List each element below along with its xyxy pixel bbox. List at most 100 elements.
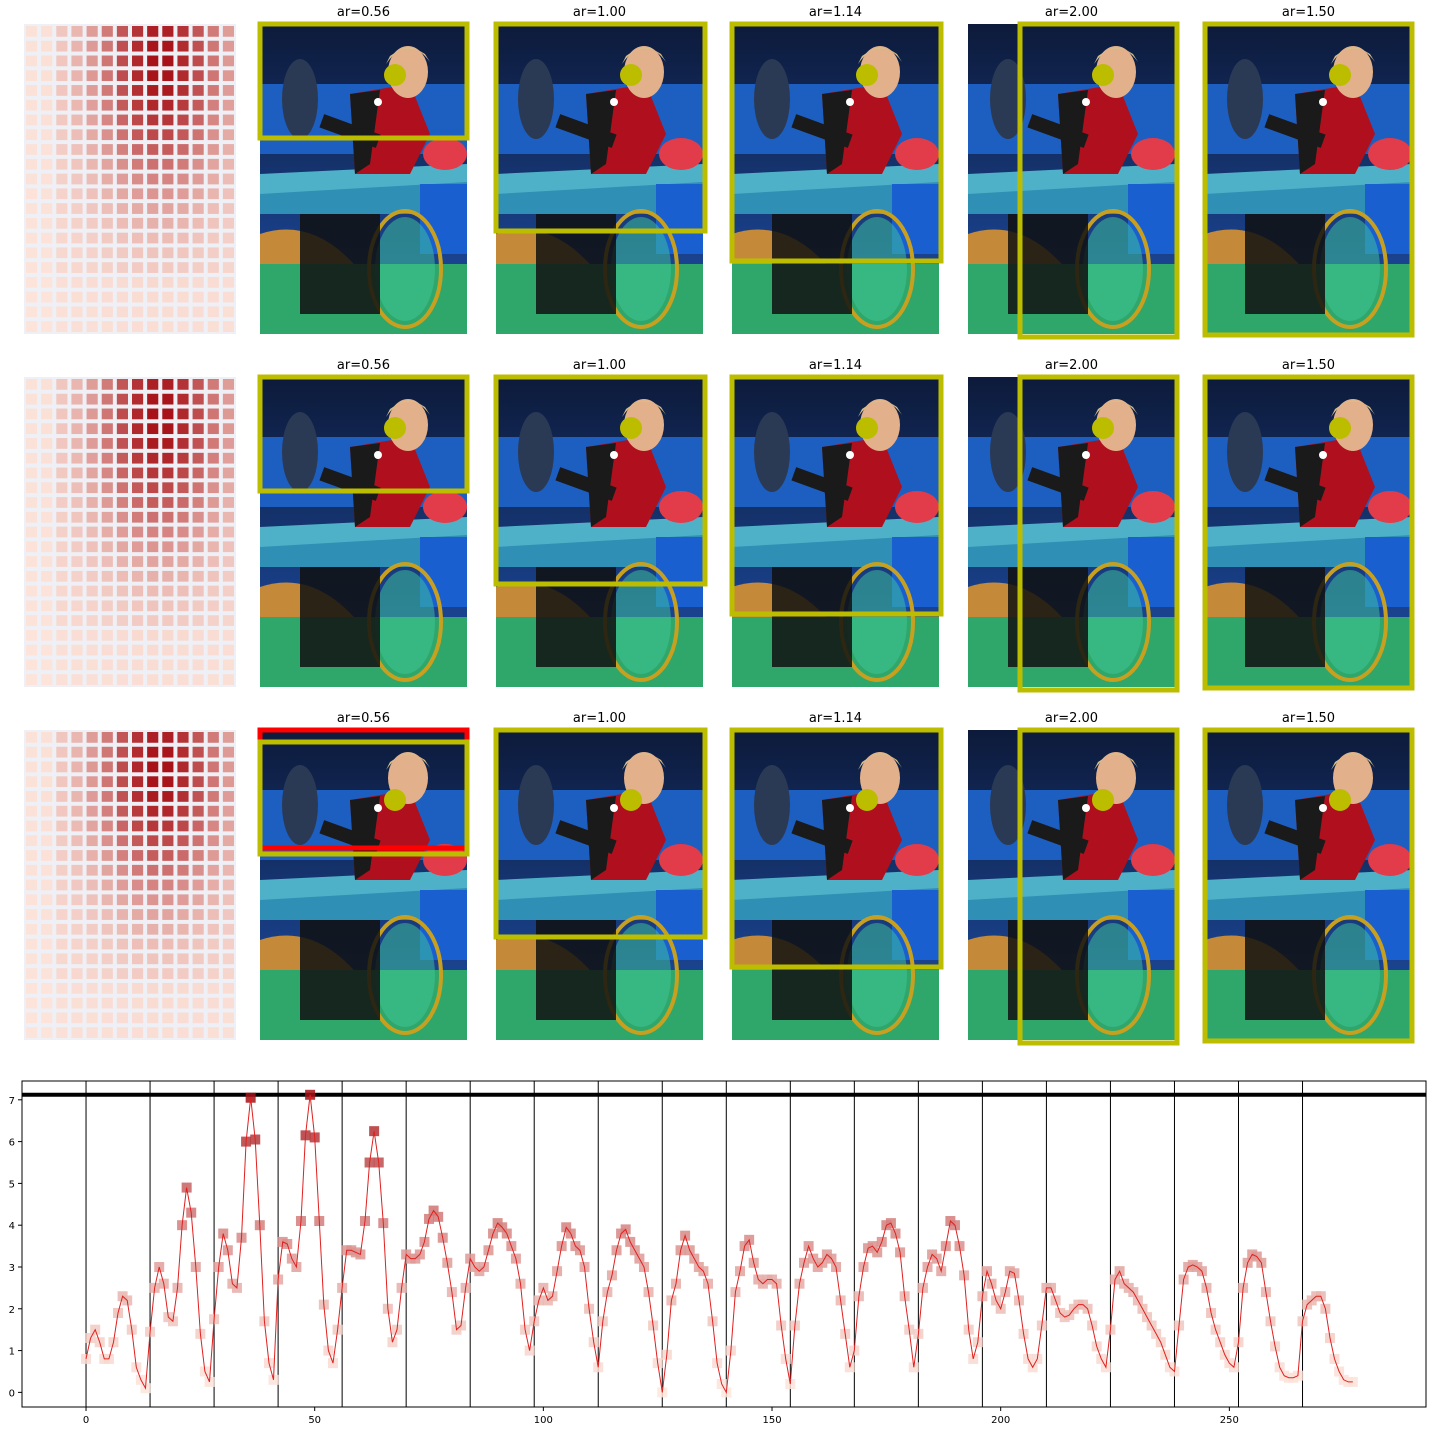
heatmap-cell xyxy=(86,600,98,612)
heatmap-cell xyxy=(162,600,174,612)
yellow-bbox xyxy=(493,374,708,587)
heatmap-cell xyxy=(222,55,234,67)
heatmap-cell xyxy=(116,467,128,479)
heatmap-cell xyxy=(101,674,113,685)
heatmap-cell xyxy=(222,144,234,155)
photo-svg xyxy=(968,377,1175,687)
heatmap-cell xyxy=(101,585,113,597)
heatmap-cell xyxy=(41,262,53,273)
heatmap-cell xyxy=(222,276,234,288)
heatmap-cell xyxy=(192,262,204,273)
score-chart-svg: 0 50 100 150 200 250 0 1 2 3 4 5 6 7 xyxy=(9,1080,1427,1426)
y-tick-label: 3 xyxy=(9,1263,15,1274)
heatmap-cell xyxy=(147,938,159,950)
heatmap-cell xyxy=(222,776,234,788)
heatmap-cell xyxy=(177,276,189,288)
heatmap-cell xyxy=(86,997,98,1009)
heatmap-cell xyxy=(222,467,234,479)
heatmap-cell xyxy=(132,850,144,861)
heatmap-cell xyxy=(116,953,128,965)
heatmap-cell xyxy=(56,99,68,111)
heatmap-cell xyxy=(162,805,174,817)
heatmap-cell xyxy=(101,144,113,155)
yellow-bbox xyxy=(1017,374,1180,693)
heatmap-cell xyxy=(192,497,204,508)
yellow-bbox xyxy=(257,374,470,494)
photo-svg xyxy=(496,377,703,687)
heatmap-cell xyxy=(101,968,113,979)
heatmap-cell xyxy=(162,232,174,244)
heatmap-cell xyxy=(86,746,98,758)
heatmap-cell xyxy=(26,452,38,464)
heatmap-cell xyxy=(162,203,174,214)
heatmap-cell xyxy=(192,982,204,994)
heatmap-cell xyxy=(101,497,113,508)
heatmap-cell xyxy=(147,262,159,273)
heatmap-cell xyxy=(86,1027,98,1038)
heatmap-cell xyxy=(162,158,174,170)
heatmap-cell xyxy=(41,570,53,582)
heatmap-cell xyxy=(207,629,219,641)
heatmap-cell xyxy=(71,511,83,523)
heatmap-cell xyxy=(71,864,83,876)
heatmap-cell xyxy=(132,379,144,390)
heatmap-cell xyxy=(132,247,144,259)
heatmap-cell xyxy=(192,600,204,612)
yellow-bbox xyxy=(493,727,708,940)
heatmap-cell xyxy=(192,188,204,200)
heatmap-svg xyxy=(26,26,234,332)
heatmap-cell xyxy=(116,1027,128,1038)
heatmap-cell xyxy=(26,805,38,817)
heatmap-cell xyxy=(192,850,204,861)
heatmap-cell xyxy=(26,438,38,449)
heatmap-cell xyxy=(132,791,144,802)
heatmap-cell xyxy=(222,291,234,303)
heatmap-cell xyxy=(147,173,159,185)
heatmap-cell xyxy=(116,26,128,37)
heatmap-cell xyxy=(56,879,68,891)
heatmap-cell xyxy=(86,408,98,420)
heatmap-cell xyxy=(116,291,128,303)
heatmap-cell xyxy=(177,144,189,155)
heatmap-cell xyxy=(41,276,53,288)
heatmap-cell xyxy=(41,85,53,96)
heatmap-cell xyxy=(132,600,144,612)
heatmap-cell xyxy=(147,791,159,802)
heatmap-cell xyxy=(192,732,204,743)
attention-heatmap xyxy=(24,24,236,334)
heatmap-cell xyxy=(26,321,38,332)
heatmap-cell xyxy=(86,570,98,582)
heatmap-cell xyxy=(162,438,174,449)
heatmap-cell xyxy=(162,644,174,656)
heatmap-cell xyxy=(26,879,38,891)
heatmap-cell xyxy=(56,408,68,420)
heatmap-cell xyxy=(132,805,144,817)
heatmap-cell xyxy=(26,982,38,994)
heatmap-cell xyxy=(26,467,38,479)
heatmap-cell xyxy=(147,511,159,523)
heatmap-cell xyxy=(207,894,219,906)
heatmap-cell xyxy=(41,232,53,244)
heatmap-cell xyxy=(147,820,159,832)
heatmap-cell xyxy=(56,791,68,802)
heatmap-cell xyxy=(71,144,83,155)
heatmap-cell xyxy=(132,570,144,582)
heatmap-cell xyxy=(192,1027,204,1038)
heatmap-cell xyxy=(101,997,113,1009)
heatmap-cell xyxy=(132,511,144,523)
heatmap-cell xyxy=(86,482,98,494)
heatmap-cell xyxy=(162,570,174,582)
heatmap-cell xyxy=(132,674,144,685)
heatmap-cell xyxy=(71,423,83,435)
heatmap-cell xyxy=(147,615,159,626)
heatmap-cell xyxy=(222,262,234,273)
heatmap-cell xyxy=(71,585,83,597)
heatmap-cell xyxy=(116,776,128,788)
bbox-overlay xyxy=(493,21,708,234)
heatmap-cell xyxy=(192,467,204,479)
heatmap-cell xyxy=(71,70,83,82)
heatmap-cell xyxy=(71,40,83,52)
heatmap-cell xyxy=(147,158,159,170)
heatmap-cell xyxy=(86,541,98,553)
yellow-bbox xyxy=(1202,727,1415,1044)
